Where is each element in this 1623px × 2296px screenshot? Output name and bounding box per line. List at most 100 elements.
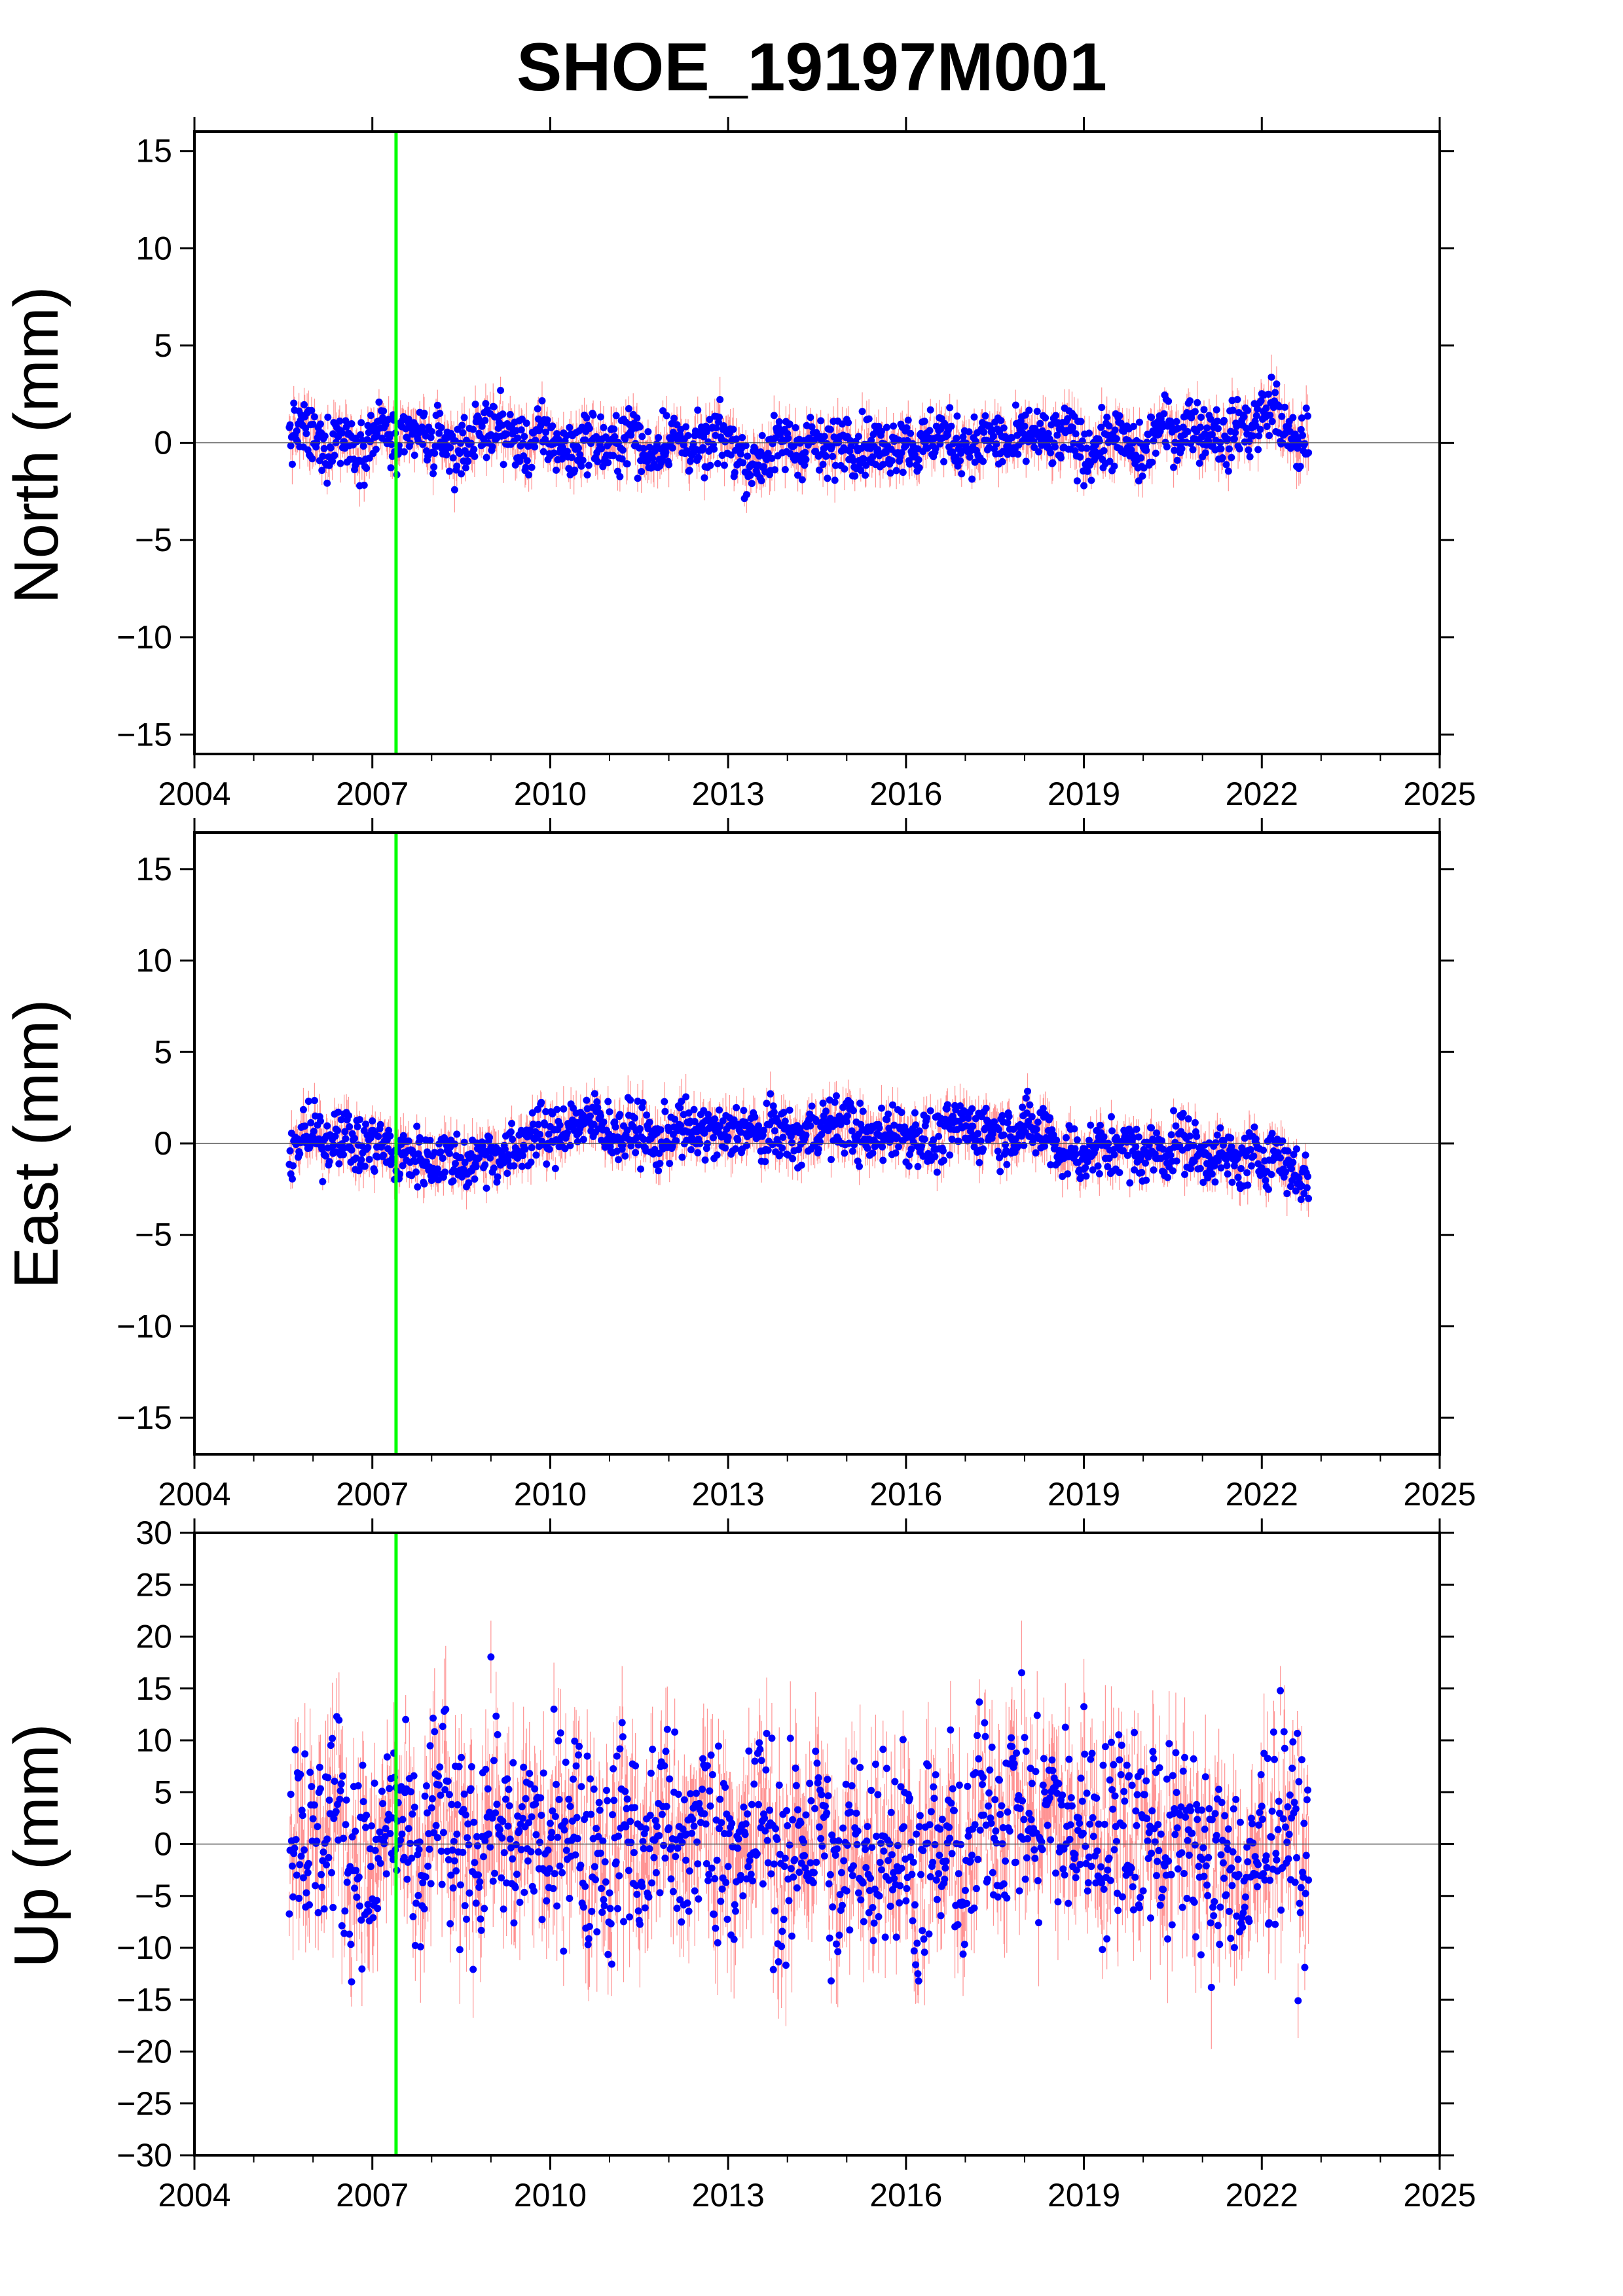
north-data-point — [970, 413, 978, 421]
north-data-point — [1035, 448, 1043, 456]
north-data-point — [1025, 406, 1033, 414]
north-data-point — [906, 460, 914, 468]
north-data-point — [400, 448, 408, 456]
north-data-point — [1112, 435, 1120, 442]
north-data-point — [1297, 425, 1305, 433]
north-data-point — [583, 414, 591, 422]
north-data-point — [997, 417, 1005, 425]
east-data-point — [310, 1127, 318, 1135]
north-data-point — [516, 457, 524, 465]
east-data-point — [386, 1132, 394, 1140]
north-data-point — [604, 459, 612, 467]
north-data-point — [563, 448, 571, 456]
east-data-point — [611, 1123, 619, 1131]
north-data-point — [566, 423, 574, 431]
north-data-point — [716, 396, 724, 404]
north-data-point — [1021, 422, 1029, 430]
north-data-point — [1105, 422, 1113, 430]
north-data-point — [819, 460, 827, 468]
north-data-point — [744, 452, 752, 460]
north-data-point — [981, 412, 989, 420]
north-data-point — [826, 425, 834, 433]
north-y-tick-label: 0 — [154, 425, 172, 461]
north-data-point — [638, 433, 646, 440]
east-data-point — [450, 1140, 458, 1148]
north-data-point — [636, 423, 644, 431]
east-data-point — [877, 1104, 885, 1112]
north-axis-label: North (mm) — [1, 286, 71, 603]
north-data-point — [1073, 477, 1081, 485]
north-data-point — [831, 476, 839, 484]
north-data-point — [998, 457, 1006, 465]
north-data-point — [600, 423, 608, 431]
north-data-point — [1127, 446, 1135, 454]
north-data-point — [483, 454, 490, 461]
north-data-point — [1051, 443, 1059, 451]
north-data-point — [1268, 418, 1276, 425]
north-data-point — [957, 457, 964, 465]
north-data-point — [727, 451, 735, 459]
north-data-point — [577, 462, 585, 470]
north-y-tick-label: −10 — [117, 619, 172, 656]
north-data-point — [503, 430, 511, 438]
north-data-point — [380, 407, 388, 415]
east-data-point — [716, 1106, 723, 1114]
north-data-point — [357, 419, 365, 427]
east-data-point — [583, 1096, 591, 1104]
north-data-point — [751, 444, 759, 452]
east-data-point — [819, 1099, 827, 1107]
north-data-point — [764, 450, 772, 457]
east-data-point — [508, 1120, 516, 1128]
north-data-point — [644, 428, 652, 436]
north-data-point — [1129, 422, 1137, 430]
east-data-point — [507, 1128, 515, 1136]
east-data-point — [764, 1146, 772, 1154]
north-data-point — [471, 401, 479, 408]
east-data-point — [690, 1105, 698, 1113]
north-data-point — [1278, 412, 1286, 420]
east-data-point — [304, 1098, 312, 1105]
east-data-point — [518, 1162, 526, 1170]
north-data-point — [287, 442, 295, 450]
north-data-point — [1233, 395, 1241, 403]
north-data-point — [1000, 424, 1008, 432]
north-y-tick-label: 15 — [136, 133, 172, 170]
north-x-tick-label: 2025 — [1403, 776, 1476, 812]
north-data-point — [418, 423, 426, 431]
north-data-point — [612, 412, 620, 420]
north-data-point — [1173, 418, 1180, 425]
east-data-point — [456, 1153, 464, 1161]
north-data-point — [1252, 412, 1260, 420]
north-data-point — [1165, 397, 1173, 405]
north-data-point — [1103, 413, 1111, 421]
east-data-point — [776, 1151, 784, 1158]
north-data-point — [959, 433, 967, 440]
north-data-point — [363, 465, 371, 473]
north-data-point — [447, 444, 454, 452]
north-data-point — [733, 435, 740, 443]
north-data-point — [877, 427, 885, 435]
north-data-point — [532, 437, 539, 444]
north-data-point — [453, 462, 461, 470]
north-data-point — [638, 468, 646, 476]
north-data-point — [1179, 423, 1187, 431]
east-data-point — [556, 1121, 564, 1129]
east-data-point — [412, 1168, 420, 1176]
north-data-point — [1253, 405, 1261, 413]
east-data-point — [545, 1130, 553, 1138]
north-data-point — [497, 386, 505, 394]
north-data-point — [940, 457, 948, 465]
north-data-point — [538, 397, 546, 404]
north-data-point — [820, 445, 828, 453]
east-data-point — [632, 1149, 640, 1157]
north-data-point — [1022, 457, 1030, 465]
east-data-point — [604, 1098, 612, 1105]
north-data-point — [623, 460, 631, 468]
east-data-point — [616, 1111, 624, 1119]
north-data-point — [583, 471, 591, 479]
east-data-point — [687, 1146, 695, 1154]
east-data-point — [763, 1100, 771, 1107]
north-data-point — [428, 427, 435, 435]
north-data-point — [1213, 417, 1221, 425]
north-data-point — [784, 435, 792, 442]
